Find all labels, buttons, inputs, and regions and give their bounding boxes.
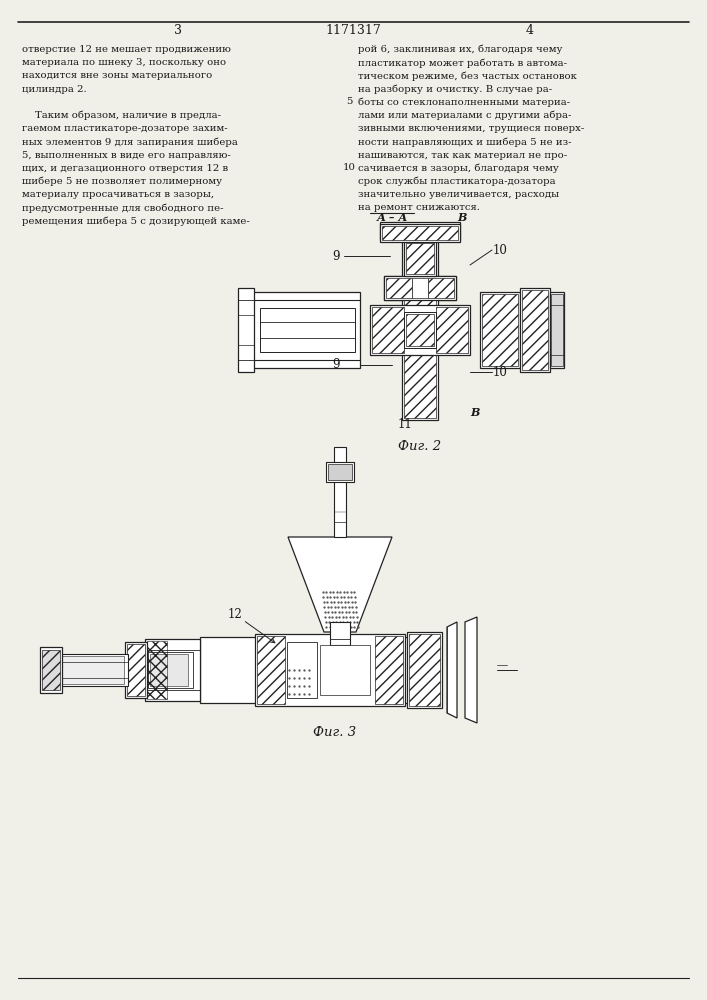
Text: находится вне зоны материального: находится вне зоны материального bbox=[22, 71, 212, 80]
Bar bbox=[404, 242, 436, 418]
Bar bbox=[480, 292, 520, 368]
Text: В: В bbox=[457, 212, 467, 223]
Bar bbox=[382, 224, 458, 238]
Bar bbox=[125, 642, 147, 698]
Polygon shape bbox=[447, 622, 457, 718]
Bar bbox=[250, 292, 360, 368]
Text: отверстие 12 не мешает продвижению: отверстие 12 не мешает продвижению bbox=[22, 45, 231, 54]
Bar bbox=[150, 654, 188, 686]
Text: Таким образом, наличие в предла-: Таким образом, наличие в предла- bbox=[22, 111, 221, 120]
Text: 5, выполненных в виде его направляю-: 5, выполненных в виде его направляю- bbox=[22, 151, 230, 160]
Bar bbox=[287, 642, 317, 698]
Text: сачивается в зазоры, благодаря чему: сачивается в зазоры, благодаря чему bbox=[358, 164, 559, 173]
Bar bbox=[412, 278, 428, 298]
Text: лами или материалами с другими абра-: лами или материалами с другими абра- bbox=[358, 111, 571, 120]
Text: пластикатор может работать в автома-: пластикатор может работать в автома- bbox=[358, 58, 567, 68]
Text: материала по шнеку 3, поскольку оно: материала по шнеку 3, поскольку оно bbox=[22, 58, 226, 67]
Bar bbox=[482, 294, 518, 366]
Text: срок службы пластикатора-дозатора: срок службы пластикатора-дозатора bbox=[358, 177, 556, 186]
Bar bbox=[148, 652, 193, 688]
Bar bbox=[551, 294, 563, 366]
Text: Фиг. 2: Фиг. 2 bbox=[399, 440, 442, 453]
Bar bbox=[436, 307, 468, 353]
Bar bbox=[320, 645, 370, 695]
Text: на ремонт снижаются.: на ремонт снижаются. bbox=[358, 203, 480, 212]
Bar bbox=[370, 305, 470, 355]
Polygon shape bbox=[288, 537, 392, 632]
Text: зивными включениями, трущиеся поверх-: зивными включениями, трущиеся поверх- bbox=[358, 124, 584, 133]
Bar bbox=[375, 636, 403, 704]
Bar bbox=[428, 278, 454, 298]
Bar bbox=[40, 647, 62, 693]
Text: цилиндра 2.: цилиндра 2. bbox=[22, 85, 87, 94]
Bar bbox=[330, 622, 350, 645]
Bar bbox=[406, 243, 434, 274]
Bar bbox=[200, 637, 440, 703]
Bar bbox=[328, 464, 352, 480]
Text: 3: 3 bbox=[174, 23, 182, 36]
Text: 11: 11 bbox=[397, 418, 412, 431]
Bar bbox=[147, 641, 167, 699]
Text: 4: 4 bbox=[526, 23, 534, 36]
Text: 5: 5 bbox=[346, 97, 352, 106]
Bar bbox=[404, 312, 436, 348]
Bar bbox=[260, 308, 355, 352]
Text: А – А: А – А bbox=[376, 212, 408, 223]
Bar bbox=[372, 307, 404, 353]
Bar bbox=[255, 634, 405, 706]
Bar bbox=[404, 241, 436, 276]
Text: боты со стеклонаполненными материа-: боты со стеклонаполненными материа- bbox=[358, 98, 570, 107]
Text: шибере 5 не позволяет полимерному: шибере 5 не позволяет полимерному bbox=[22, 177, 222, 186]
Text: значительно увеличивается, расходы: значительно увеличивается, расходы bbox=[358, 190, 559, 199]
Text: 9: 9 bbox=[332, 249, 339, 262]
Bar bbox=[412, 278, 428, 298]
Text: 12: 12 bbox=[228, 608, 243, 621]
Bar bbox=[406, 240, 434, 278]
Bar bbox=[238, 288, 254, 372]
Bar bbox=[257, 636, 285, 704]
Text: ремещения шибера 5 с дозирующей каме-: ремещения шибера 5 с дозирующей каме- bbox=[22, 217, 250, 226]
Bar bbox=[409, 634, 440, 706]
Polygon shape bbox=[465, 617, 477, 723]
Bar bbox=[522, 290, 548, 370]
Text: ных элементов 9 для запирания шибера: ных элементов 9 для запирания шибера bbox=[22, 137, 238, 147]
Bar bbox=[386, 278, 412, 298]
Bar bbox=[42, 650, 60, 690]
Bar bbox=[60, 654, 128, 686]
Text: 10: 10 bbox=[493, 365, 508, 378]
Text: 10: 10 bbox=[343, 163, 356, 172]
Bar bbox=[407, 632, 442, 708]
Bar bbox=[520, 288, 550, 372]
Text: 9: 9 bbox=[332, 359, 339, 371]
Bar bbox=[384, 276, 456, 300]
Text: на разборку и очистку. В случае ра-: на разборку и очистку. В случае ра- bbox=[358, 85, 552, 94]
Bar bbox=[550, 292, 564, 368]
Text: тическом режиме, без частых остановок: тическом режиме, без частых остановок bbox=[358, 71, 577, 81]
Text: ности направляющих и шибера 5 не из-: ности направляющих и шибера 5 не из- bbox=[358, 137, 571, 147]
Text: материалу просачиваться в зазоры,: материалу просачиваться в зазоры, bbox=[22, 190, 214, 199]
Bar bbox=[402, 240, 438, 420]
Bar bbox=[127, 644, 145, 696]
Bar bbox=[380, 224, 460, 242]
Bar bbox=[382, 226, 458, 240]
Bar bbox=[386, 278, 412, 298]
Text: гаемом пластикаторе-дозаторе захим-: гаемом пластикаторе-дозаторе захим- bbox=[22, 124, 228, 133]
Bar bbox=[334, 447, 346, 537]
Text: нашиваются, так как материал не про-: нашиваются, так как материал не про- bbox=[358, 151, 567, 160]
Bar bbox=[380, 222, 460, 240]
Text: 10: 10 bbox=[493, 243, 508, 256]
Bar bbox=[145, 639, 200, 701]
Bar bbox=[62, 656, 124, 684]
Text: В: В bbox=[470, 407, 479, 418]
Bar bbox=[406, 314, 434, 346]
Bar bbox=[326, 462, 354, 482]
Text: Фиг. 3: Фиг. 3 bbox=[313, 726, 356, 739]
Bar bbox=[428, 278, 454, 298]
Text: щих, и дегазационного отверстия 12 в: щих, и дегазационного отверстия 12 в bbox=[22, 164, 228, 173]
Text: 1171317: 1171317 bbox=[325, 23, 381, 36]
Text: предусмотренные для свободного пе-: предусмотренные для свободного пе- bbox=[22, 203, 223, 213]
Bar bbox=[404, 238, 436, 280]
Text: рой 6, заклинивая их, благодаря чему: рой 6, заклинивая их, благодаря чему bbox=[358, 45, 563, 54]
Bar bbox=[384, 276, 456, 300]
